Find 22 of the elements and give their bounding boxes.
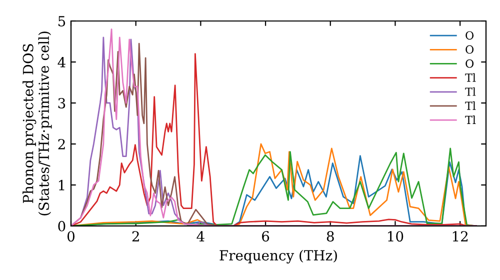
legend-label: O xyxy=(466,45,474,54)
legend-label: O xyxy=(466,31,474,40)
y-tick-label: 1 xyxy=(58,180,64,190)
x-tick-label: 2 xyxy=(132,231,139,242)
x-tick-label: 4 xyxy=(196,231,204,242)
y-tick-label: 3 xyxy=(58,98,66,108)
x-axis-title: Frequency (THz) xyxy=(220,250,337,264)
legend-label: Tl xyxy=(465,101,476,110)
x-tick-label: 6 xyxy=(262,231,270,242)
y-tick-label: 4 xyxy=(58,56,66,68)
x-tick-label: 8 xyxy=(326,231,334,242)
x-tick-label: 12 xyxy=(452,231,468,242)
y-tick-label: 5 xyxy=(58,16,66,26)
legend-label: Tl xyxy=(465,87,476,96)
legend-label: O xyxy=(466,59,474,68)
x-tick-label: 0 xyxy=(67,231,74,242)
legend-label: Tl xyxy=(465,73,476,82)
x-tick-label: 10 xyxy=(388,231,404,242)
legend-label: Tl xyxy=(465,116,476,124)
y-axis-title: Phonon projected DOS (States/THz·primitive cell) xyxy=(22,32,52,216)
y-tick-label: 2 xyxy=(58,138,65,150)
y-tick-label: 0 xyxy=(58,220,66,232)
